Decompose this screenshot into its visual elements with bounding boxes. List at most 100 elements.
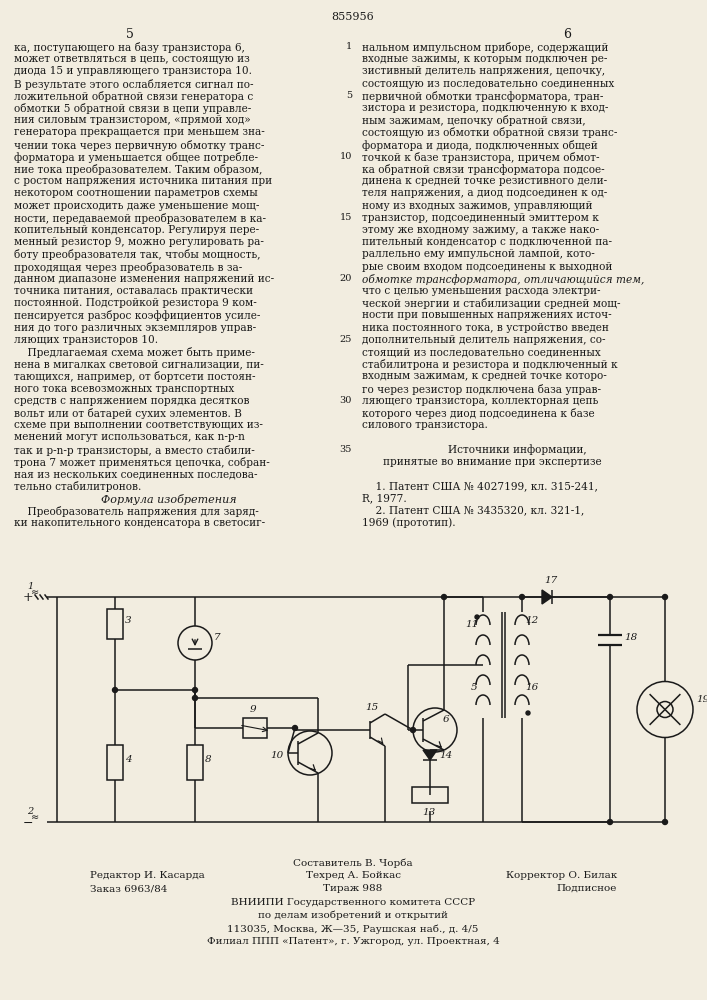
- Text: ние тока преобразователем. Таким образом,: ние тока преобразователем. Таким образом…: [14, 164, 262, 175]
- Text: трона 7 может применяться цепочка, собран-: трона 7 может применяться цепочка, собра…: [14, 457, 270, 468]
- Text: 18: 18: [624, 633, 637, 642]
- Text: 2. Патент США № 3435320, кл. 321-1,: 2. Патент США № 3435320, кл. 321-1,: [362, 506, 584, 516]
- Text: транзистор, подсоединенный эмиттером к: транзистор, подсоединенный эмиттером к: [362, 213, 599, 223]
- Text: 15: 15: [365, 703, 378, 712]
- Text: ным зажимам, цепочку обратной связи,: ным зажимам, цепочку обратной связи,: [362, 115, 585, 126]
- Text: 1. Патент США № 4027199, кл. 315-241,: 1. Патент США № 4027199, кл. 315-241,: [362, 481, 598, 491]
- Text: теля напряжения, а диод подсоединен к од-: теля напряжения, а диод подсоединен к од…: [362, 188, 607, 198]
- Text: ческой энергии и стабилизации средней мощ-: ческой энергии и стабилизации средней мо…: [362, 298, 621, 309]
- Text: 16: 16: [525, 683, 538, 692]
- Text: тельно стабилитронов.: тельно стабилитронов.: [14, 481, 141, 492]
- Text: 19: 19: [696, 694, 707, 704]
- Text: входным зажимам, к средней точке которо-: входным зажимам, к средней точке которо-: [362, 371, 607, 381]
- Text: динена к средней точке резистивного дели-: динена к средней точке резистивного дели…: [362, 176, 607, 186]
- Text: состоящую из обмотки обратной связи транс-: состоящую из обмотки обратной связи тран…: [362, 127, 617, 138]
- Text: Составитель В. Чорба: Составитель В. Чорба: [293, 858, 413, 867]
- Text: 855956: 855956: [332, 12, 375, 22]
- Text: менений могут использоваться, как n-p-n: менений могут использоваться, как n-p-n: [14, 432, 245, 442]
- Text: пенсируется разброс коэффициентов усиле-: пенсируется разброс коэффициентов усиле-: [14, 310, 260, 321]
- Text: может ответвляться в цепь, состоящую из: может ответвляться в цепь, состоящую из: [14, 54, 250, 64]
- Text: по делам изобретений и открытий: по делам изобретений и открытий: [258, 911, 448, 920]
- Text: входные зажимы, к которым подключен ре-: входные зажимы, к которым подключен ре-: [362, 54, 607, 64]
- Text: Тираж 988: Тираж 988: [323, 884, 382, 893]
- Text: Техред А. Бойкас: Техред А. Бойкас: [305, 871, 400, 880]
- Text: Формула изобретения: Формула изобретения: [101, 494, 237, 505]
- Text: Подписное: Подписное: [556, 884, 617, 893]
- Text: ВНИИПИ Государственного комитета СССР: ВНИИПИ Государственного комитета СССР: [231, 898, 475, 907]
- Text: 11: 11: [465, 620, 478, 629]
- Text: 30: 30: [339, 396, 352, 405]
- Circle shape: [293, 726, 298, 730]
- Text: ности при повышенных напряжениях источ-: ности при повышенных напряжениях источ-: [362, 310, 612, 320]
- Text: 10: 10: [339, 152, 352, 161]
- Text: данном диапазоне изменения напряжений ис-: данном диапазоне изменения напряжений ис…: [14, 274, 274, 284]
- Text: зистора и резистора, подключенную к вход-: зистора и резистора, подключенную к вход…: [362, 103, 609, 113]
- Text: 14: 14: [439, 751, 452, 760]
- Text: 8: 8: [205, 755, 211, 764]
- Text: с ростом напряжения источника питания при: с ростом напряжения источника питания пр…: [14, 176, 272, 186]
- Circle shape: [475, 615, 479, 619]
- Polygon shape: [423, 750, 437, 760]
- Text: ляющего транзистора, коллекторная цепь: ляющего транзистора, коллекторная цепь: [362, 396, 598, 406]
- Circle shape: [526, 711, 530, 715]
- Text: 6: 6: [443, 715, 450, 724]
- Text: 1: 1: [346, 42, 352, 51]
- Text: ности, передаваемой преобразователем в ка-: ности, передаваемой преобразователем в к…: [14, 213, 266, 224]
- Text: зистивный делитель напряжения, цепочку,: зистивный делитель напряжения, цепочку,: [362, 66, 605, 76]
- Text: которого через диод подсоединена к базе: которого через диод подсоединена к базе: [362, 408, 595, 419]
- Text: нальном импульсном приборе, содержащий: нальном импульсном приборе, содержащий: [362, 42, 609, 53]
- Text: менный резистор 9, можно регулировать ра-: менный резистор 9, можно регулировать ра…: [14, 237, 264, 247]
- Bar: [243, 718, 267, 738]
- Text: нена в мигалках световой сигнализации, пи-: нена в мигалках световой сигнализации, п…: [14, 359, 264, 369]
- Text: 35: 35: [339, 445, 352, 454]
- Text: так и p-n-p транзисторы, а вместо стабили-: так и p-n-p транзисторы, а вместо стабил…: [14, 445, 255, 456]
- Text: может происходить даже уменьшение мощ-: может происходить даже уменьшение мощ-: [14, 201, 259, 211]
- Text: схеме при выполнении соответствующих из-: схеме при выполнении соответствующих из-: [14, 420, 263, 430]
- Bar: [107, 609, 123, 639]
- Circle shape: [192, 688, 197, 692]
- Circle shape: [520, 594, 525, 599]
- Text: Источники информации,: Источники информации,: [448, 445, 586, 455]
- Text: 1969 (прототип).: 1969 (прототип).: [362, 518, 455, 528]
- Text: что с целью уменьшения расхода электри-: что с целью уменьшения расхода электри-: [362, 286, 600, 296]
- Text: тающихся, например, от бортсети постоян-: тающихся, например, от бортсети постоян-: [14, 371, 255, 382]
- Text: ка обратной связи трансформатора подсое-: ка обратной связи трансформатора подсое-: [362, 164, 604, 175]
- Text: −: −: [23, 817, 33, 830]
- Text: 3: 3: [125, 616, 132, 625]
- Polygon shape: [542, 590, 552, 604]
- Text: 13: 13: [422, 808, 436, 817]
- Text: ника постоянного тока, в устройство введен: ника постоянного тока, в устройство введ…: [362, 323, 609, 333]
- Text: 2: 2: [27, 807, 33, 816]
- Text: ложительной обратной связи генератора с: ложительной обратной связи генератора с: [14, 91, 253, 102]
- Text: состоящую из последовательно соединенных: состоящую из последовательно соединенных: [362, 79, 614, 89]
- Text: ≈: ≈: [31, 587, 39, 597]
- Text: 12: 12: [525, 616, 538, 625]
- Circle shape: [607, 594, 612, 599]
- Text: +: +: [23, 591, 34, 604]
- Text: дополнительный делитель напряжения, со-: дополнительный делитель напряжения, со-: [362, 335, 605, 345]
- Text: рые своим входом подсоединены к выходной: рые своим входом подсоединены к выходной: [362, 262, 612, 272]
- Text: вольт или от батарей сухих элементов. В: вольт или от батарей сухих элементов. В: [14, 408, 242, 419]
- Text: Предлагаемая схема может быть приме-: Предлагаемая схема может быть приме-: [14, 347, 255, 358]
- Bar: [187, 745, 203, 780]
- Text: ки накопительного конденсатора в светосиг-: ки накопительного конденсатора в светоси…: [14, 518, 265, 528]
- Text: Редактор И. Касарда: Редактор И. Касарда: [90, 871, 205, 880]
- Circle shape: [607, 820, 612, 824]
- Circle shape: [662, 594, 667, 599]
- Text: некотором соотношении параметров схемы: некотором соотношении параметров схемы: [14, 188, 258, 198]
- Text: средств с напряжением порядка десятков: средств с напряжением порядка десятков: [14, 396, 250, 406]
- Text: 5: 5: [346, 91, 352, 100]
- Circle shape: [441, 594, 447, 599]
- Text: чении тока через первичную обмотку транс-: чении тока через первичную обмотку транс…: [14, 140, 264, 151]
- Text: ния до того различных экземпляров управ-: ния до того различных экземпляров управ-: [14, 323, 256, 333]
- Text: 20: 20: [339, 274, 352, 283]
- Text: ному из входных зажимов, управляющий: ному из входных зажимов, управляющий: [362, 201, 592, 211]
- Text: форматора и уменьшается общее потребле-: форматора и уменьшается общее потребле-: [14, 152, 258, 163]
- Text: 15: 15: [339, 213, 352, 222]
- Text: 5: 5: [126, 28, 134, 41]
- Text: форматора и диода, подключенных общей: форматора и диода, подключенных общей: [362, 140, 597, 151]
- Circle shape: [662, 820, 667, 824]
- Text: Заказ 6963/84: Заказ 6963/84: [90, 884, 168, 893]
- Text: Филиал ППП «Патент», г. Ужгород, ул. Проектная, 4: Филиал ППП «Патент», г. Ужгород, ул. Про…: [206, 937, 499, 946]
- Text: раллельно ему импульсной лампой, кото-: раллельно ему импульсной лампой, кото-: [362, 249, 595, 259]
